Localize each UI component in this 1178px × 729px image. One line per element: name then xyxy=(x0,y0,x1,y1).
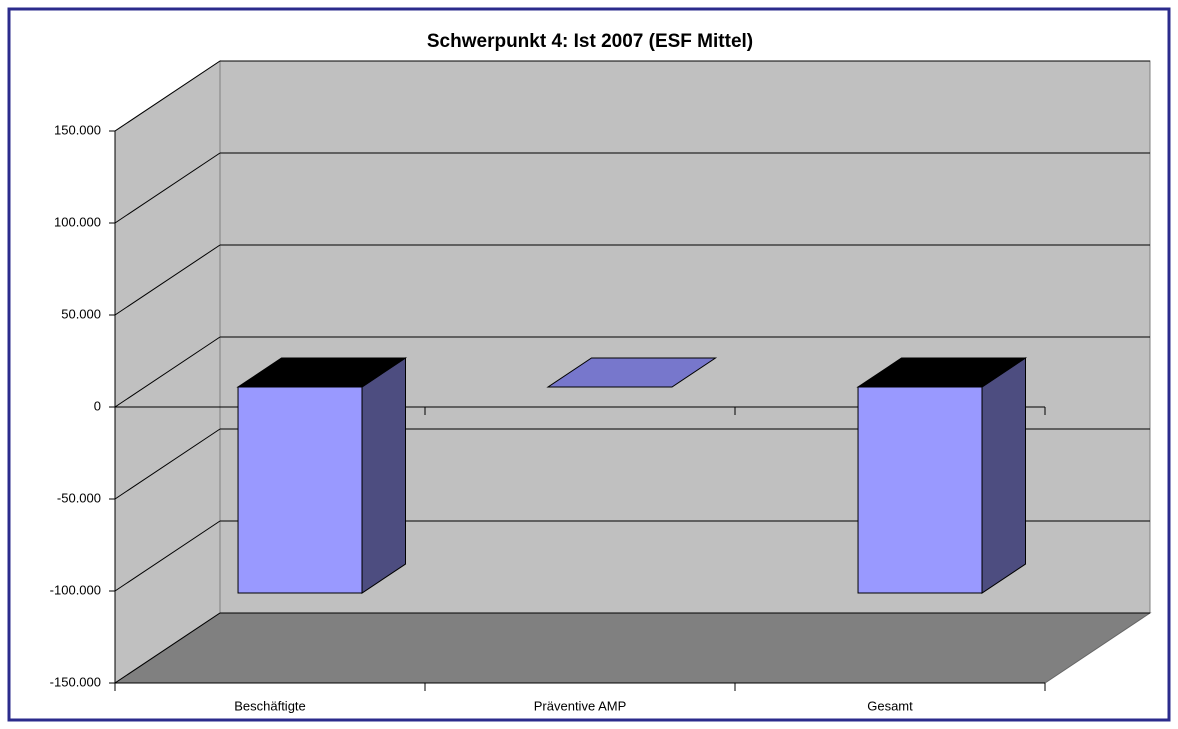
grid-line xyxy=(114,428,221,500)
y-tick-label: -50.000 xyxy=(57,490,101,505)
y-tick-label: -100.000 xyxy=(50,582,101,597)
bar-top xyxy=(236,357,408,388)
bar xyxy=(237,386,363,594)
floor xyxy=(113,612,1152,684)
bar-top xyxy=(856,357,1028,388)
grid-line xyxy=(114,244,221,316)
bar-side xyxy=(981,357,1026,594)
bar-side xyxy=(361,357,406,594)
grid-line xyxy=(114,336,221,408)
chart-border xyxy=(7,7,1171,722)
y-tick-label: 150.000 xyxy=(54,122,101,137)
grid-line xyxy=(114,612,221,684)
x-tick-label: Beschäftigte xyxy=(234,698,306,713)
x-tick-label: Präventive AMP xyxy=(534,698,627,713)
bar-top xyxy=(546,357,718,388)
x-tick-label: Gesamt xyxy=(867,698,913,713)
grid-line xyxy=(114,60,221,132)
y-tick-label: 0 xyxy=(94,398,101,413)
grid-line xyxy=(114,152,221,224)
grid-line xyxy=(114,520,221,592)
bar xyxy=(857,386,983,594)
chart-title: Schwerpunkt 4: Ist 2007 (ESF Mittel) xyxy=(427,31,753,52)
y-tick-label: 100.000 xyxy=(54,214,101,229)
y-tick-label: -150.000 xyxy=(50,674,101,689)
y-tick-label: 50.000 xyxy=(61,306,101,321)
